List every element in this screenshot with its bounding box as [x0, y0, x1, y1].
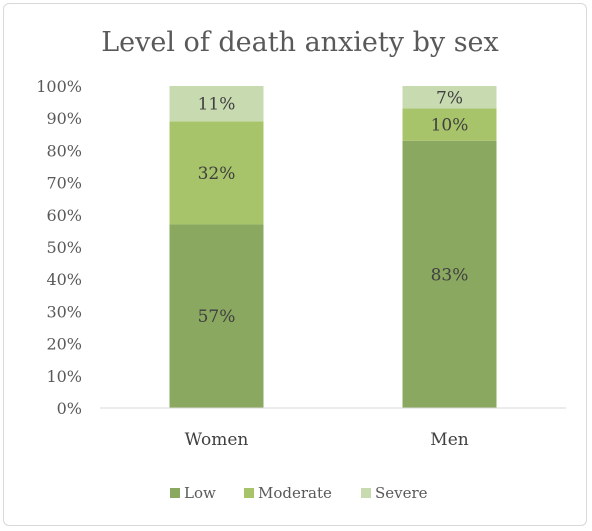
x-axis: Women Men [185, 430, 469, 450]
y-tick-label: 60% [46, 206, 82, 225]
data-label: 57% [198, 307, 236, 327]
bar-low-women [169, 224, 264, 408]
legend-label-moderate: Moderate [258, 484, 332, 502]
y-tick-label: 80% [46, 141, 82, 160]
data-label: 11% [198, 95, 236, 115]
y-tick-label: 90% [46, 109, 82, 128]
y-tick-label: 40% [46, 270, 82, 289]
y-tick-label: 20% [46, 335, 82, 354]
legend: Low Moderate Severe [170, 484, 428, 502]
data-label: 7% [436, 88, 463, 108]
y-tick-label: 100% [36, 77, 82, 96]
y-tick-label: 0% [57, 399, 82, 418]
data-label: 83% [431, 265, 469, 285]
data-label: 32% [198, 164, 236, 184]
bar-low-men [402, 140, 497, 409]
bar-severe-men [402, 86, 497, 109]
legend-swatch-severe [361, 488, 371, 498]
y-tick-label: 50% [46, 238, 82, 257]
y-tick-label: 10% [46, 367, 82, 386]
x-category-label: Men [430, 430, 468, 450]
bar-moderate-men [402, 108, 497, 141]
chart-title: Level of death anxiety by sex [101, 27, 499, 58]
x-category-label: Women [185, 430, 249, 450]
y-tick-label: 70% [46, 174, 82, 193]
y-axis: 0% 10% 20% 30% 40% 50% 60% 70% 80% 90% 100% [36, 77, 82, 418]
legend-swatch-low [170, 488, 180, 498]
legend-swatch-moderate [244, 488, 254, 498]
data-label: 10% [431, 116, 469, 136]
legend-label-severe: Severe [375, 484, 428, 502]
y-tick-label: 30% [46, 302, 82, 321]
legend-label-low: Low [184, 484, 216, 502]
bars: 57% 32% 11% 83% 10% 7% [169, 86, 497, 409]
bar-severe-women [169, 86, 264, 122]
bar-moderate-women [169, 121, 264, 225]
